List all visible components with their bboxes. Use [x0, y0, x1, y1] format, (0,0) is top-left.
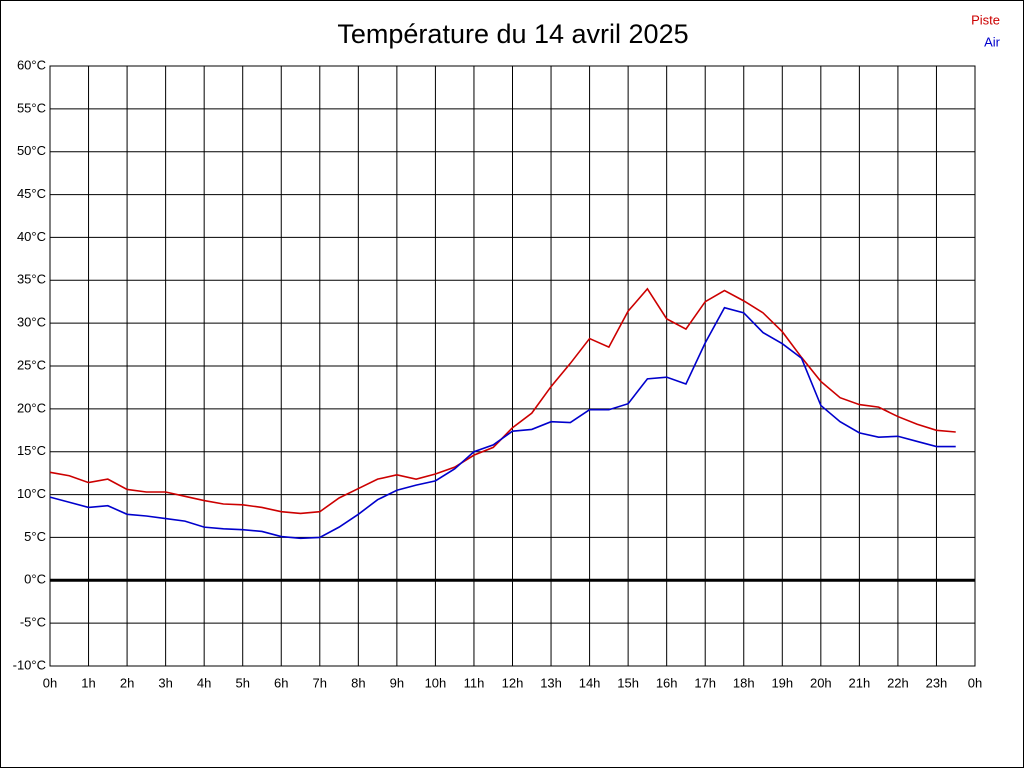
- x-tick-label: 9h: [390, 675, 404, 690]
- y-tick-label: 35°C: [17, 272, 46, 287]
- x-tick-label: 8h: [351, 675, 365, 690]
- legend-entry: Piste: [971, 12, 1000, 27]
- x-tick-label: 19h: [771, 675, 793, 690]
- x-tick-label: 3h: [158, 675, 172, 690]
- y-tick-label: 40°C: [17, 229, 46, 244]
- x-tick-label: 22h: [887, 675, 909, 690]
- x-tick-label: 1h: [81, 675, 95, 690]
- x-tick-label: 21h: [849, 675, 871, 690]
- y-tick-label: 5°C: [24, 529, 46, 544]
- y-tick-label: 55°C: [17, 100, 46, 115]
- y-tick-label: 45°C: [17, 186, 46, 201]
- x-tick-label: 5h: [235, 675, 249, 690]
- x-tick-label: 7h: [313, 675, 327, 690]
- y-tick-label: 10°C: [17, 486, 46, 501]
- y-tick-label: 0°C: [24, 572, 46, 587]
- x-tick-label: 14h: [579, 675, 601, 690]
- legend-entry: Air: [984, 34, 1001, 49]
- x-tick-label: 18h: [733, 675, 755, 690]
- x-tick-label: 20h: [810, 675, 832, 690]
- x-tick-label: 4h: [197, 675, 211, 690]
- x-tick-label: 6h: [274, 675, 288, 690]
- y-tick-label: 60°C: [17, 57, 46, 72]
- x-tick-label: 2h: [120, 675, 134, 690]
- x-tick-label: 15h: [617, 675, 639, 690]
- y-tick-label: -5°C: [20, 615, 46, 630]
- y-tick-label: 20°C: [17, 400, 46, 415]
- y-tick-label: 15°C: [17, 443, 46, 458]
- x-tick-label: 23h: [926, 675, 948, 690]
- x-tick-label: 13h: [540, 675, 562, 690]
- x-tick-label: 10h: [425, 675, 447, 690]
- y-tick-label: 30°C: [17, 315, 46, 330]
- y-tick-label: 50°C: [17, 143, 46, 158]
- series-line: [49, 306, 956, 540]
- x-tick-label: 0h: [968, 675, 982, 690]
- x-tick-label: 12h: [502, 675, 524, 690]
- x-tick-label: 0h: [43, 675, 57, 690]
- x-tick-label: 11h: [464, 675, 485, 690]
- chart-title: Température du 14 avril 2025: [337, 19, 688, 49]
- x-tick-label: 17h: [694, 675, 716, 690]
- x-tick-label: 16h: [656, 675, 678, 690]
- y-tick-label: -10°C: [13, 657, 46, 672]
- y-tick-label: 25°C: [17, 357, 46, 372]
